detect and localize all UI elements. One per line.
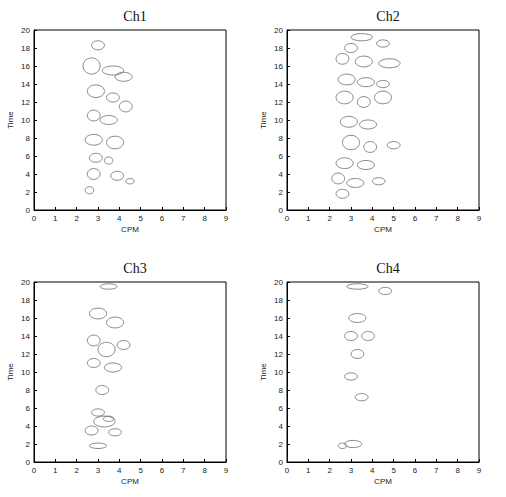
svg-text:4: 4: [26, 422, 31, 431]
svg-text:4: 4: [370, 466, 375, 475]
svg-text:14: 14: [21, 80, 30, 89]
svg-text:9: 9: [224, 214, 229, 223]
svg-text:9: 9: [477, 214, 482, 223]
svg-text:8: 8: [279, 134, 284, 143]
svg-text:3: 3: [349, 214, 354, 223]
svg-text:7: 7: [181, 214, 186, 223]
svg-text:6: 6: [413, 214, 418, 223]
svg-text:Ch3: Ch3: [123, 261, 146, 276]
svg-text:4: 4: [117, 214, 122, 223]
svg-text:12: 12: [274, 98, 283, 107]
svg-text:3: 3: [96, 466, 101, 475]
svg-text:20: 20: [21, 278, 30, 287]
svg-text:0: 0: [285, 214, 290, 223]
svg-text:18: 18: [274, 296, 283, 305]
svg-text:4: 4: [279, 170, 284, 179]
svg-text:3: 3: [96, 214, 101, 223]
svg-text:CPM: CPM: [374, 477, 392, 486]
svg-text:2: 2: [327, 214, 332, 223]
svg-text:2: 2: [279, 440, 284, 449]
svg-text:18: 18: [21, 44, 30, 53]
svg-text:2: 2: [74, 466, 79, 475]
svg-text:16: 16: [274, 62, 283, 71]
svg-text:10: 10: [21, 116, 30, 125]
svg-text:2: 2: [279, 188, 284, 197]
svg-text:14: 14: [274, 332, 283, 341]
svg-text:10: 10: [21, 368, 30, 377]
svg-text:6: 6: [279, 152, 284, 161]
svg-text:2: 2: [26, 188, 31, 197]
svg-text:Time: Time: [6, 363, 15, 381]
svg-text:6: 6: [26, 404, 31, 413]
svg-text:6: 6: [279, 404, 284, 413]
svg-text:6: 6: [160, 214, 165, 223]
svg-text:16: 16: [21, 314, 30, 323]
svg-text:0: 0: [26, 458, 31, 467]
svg-text:12: 12: [274, 350, 283, 359]
svg-text:CPM: CPM: [121, 225, 139, 234]
svg-text:Time: Time: [259, 363, 268, 381]
svg-text:0: 0: [279, 458, 284, 467]
svg-text:10: 10: [274, 368, 283, 377]
svg-text:4: 4: [117, 466, 122, 475]
svg-text:Ch1: Ch1: [123, 9, 146, 24]
svg-text:2: 2: [26, 440, 31, 449]
svg-text:1: 1: [306, 466, 311, 475]
svg-text:9: 9: [477, 466, 482, 475]
svg-text:3: 3: [349, 466, 354, 475]
svg-text:5: 5: [138, 466, 143, 475]
svg-text:6: 6: [160, 466, 165, 475]
svg-text:1: 1: [53, 466, 58, 475]
svg-text:20: 20: [274, 26, 283, 35]
svg-text:Ch4: Ch4: [376, 261, 399, 276]
svg-text:2: 2: [74, 214, 79, 223]
svg-text:20: 20: [21, 26, 30, 35]
svg-text:Time: Time: [259, 111, 268, 129]
svg-text:12: 12: [21, 350, 30, 359]
svg-text:5: 5: [391, 214, 396, 223]
svg-text:Time: Time: [6, 111, 15, 129]
svg-text:0: 0: [32, 214, 37, 223]
svg-text:8: 8: [202, 466, 207, 475]
svg-text:16: 16: [21, 62, 30, 71]
svg-text:14: 14: [274, 80, 283, 89]
svg-text:12: 12: [21, 98, 30, 107]
svg-text:16: 16: [274, 314, 283, 323]
svg-text:0: 0: [279, 206, 284, 215]
svg-text:7: 7: [181, 466, 186, 475]
svg-text:18: 18: [274, 44, 283, 53]
svg-text:8: 8: [202, 214, 207, 223]
svg-text:8: 8: [26, 134, 31, 143]
svg-text:7: 7: [434, 214, 439, 223]
svg-text:0: 0: [32, 466, 37, 475]
svg-text:4: 4: [370, 214, 375, 223]
svg-text:8: 8: [455, 214, 460, 223]
svg-text:4: 4: [279, 422, 284, 431]
svg-text:2: 2: [327, 466, 332, 475]
svg-text:Ch2: Ch2: [376, 9, 399, 24]
svg-text:5: 5: [138, 214, 143, 223]
svg-text:CPM: CPM: [374, 225, 392, 234]
svg-text:14: 14: [21, 332, 30, 341]
svg-text:1: 1: [53, 214, 58, 223]
svg-text:5: 5: [391, 466, 396, 475]
svg-text:6: 6: [26, 152, 31, 161]
svg-text:8: 8: [455, 466, 460, 475]
svg-text:8: 8: [26, 386, 31, 395]
svg-text:18: 18: [21, 296, 30, 305]
svg-text:10: 10: [274, 116, 283, 125]
svg-text:0: 0: [26, 206, 31, 215]
svg-text:8: 8: [279, 386, 284, 395]
svg-text:7: 7: [434, 466, 439, 475]
svg-text:0: 0: [285, 466, 290, 475]
svg-text:6: 6: [413, 466, 418, 475]
svg-text:9: 9: [224, 466, 229, 475]
svg-text:CPM: CPM: [121, 477, 139, 486]
svg-text:4: 4: [26, 170, 31, 179]
svg-text:20: 20: [274, 278, 283, 287]
svg-text:1: 1: [306, 214, 311, 223]
